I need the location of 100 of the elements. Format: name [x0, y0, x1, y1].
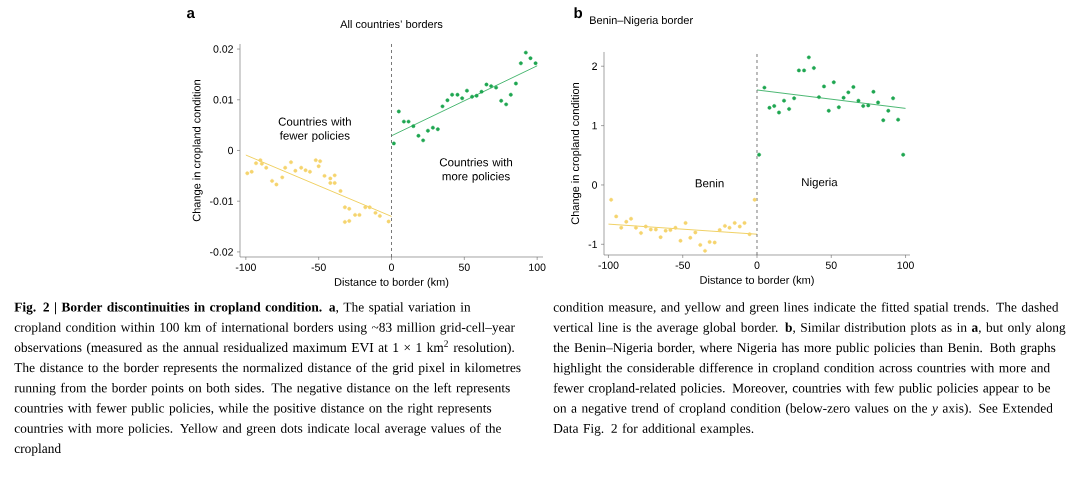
point	[416, 133, 421, 138]
point	[871, 89, 876, 94]
point	[861, 104, 866, 108]
point	[663, 228, 668, 233]
point	[308, 169, 312, 174]
point	[440, 104, 445, 109]
point	[373, 210, 378, 215]
point	[528, 56, 533, 61]
point	[474, 93, 479, 98]
point	[396, 109, 401, 114]
point	[411, 124, 416, 129]
point	[533, 61, 538, 66]
point	[316, 164, 321, 169]
point	[653, 227, 658, 232]
point	[313, 158, 318, 163]
point	[342, 205, 347, 210]
annotation: Nigeria	[802, 177, 838, 189]
point	[347, 219, 352, 223]
point	[896, 117, 901, 122]
point	[494, 85, 498, 90]
chart-title: Benin–Nigeria border	[590, 15, 693, 27]
point	[712, 240, 717, 245]
point	[401, 119, 406, 124]
x-tick-label: -100	[235, 263, 256, 271]
point	[658, 235, 663, 240]
x-tick-label: 0	[389, 263, 395, 271]
point	[678, 238, 683, 243]
point	[609, 197, 614, 202]
point	[465, 88, 469, 93]
point	[450, 92, 455, 97]
point	[881, 118, 886, 123]
point	[732, 221, 737, 225]
point	[817, 95, 821, 99]
point	[811, 66, 816, 70]
point	[259, 161, 264, 166]
point	[856, 98, 861, 103]
point	[508, 92, 513, 97]
point	[639, 231, 643, 235]
point	[391, 141, 396, 146]
point	[460, 96, 465, 101]
point	[328, 176, 333, 181]
point	[254, 161, 258, 166]
point	[723, 224, 727, 228]
point	[886, 108, 891, 113]
annotation: Countries with fewer policies	[278, 117, 351, 142]
point	[841, 95, 846, 100]
point	[514, 81, 518, 86]
point	[363, 205, 368, 210]
y-tick-label: -0.02	[210, 248, 233, 256]
y-tick-label: 0	[592, 181, 598, 189]
point	[470, 94, 474, 99]
point	[353, 213, 357, 217]
x-tick-label: -50	[675, 261, 690, 269]
point	[772, 104, 777, 108]
point	[338, 189, 343, 193]
point	[668, 228, 673, 232]
x-axis-title: Distance to border (km)	[700, 275, 814, 287]
point	[435, 127, 440, 132]
point	[901, 152, 906, 157]
point	[831, 80, 836, 85]
point	[688, 235, 693, 240]
text: a	[186, 9, 195, 19]
point	[643, 224, 648, 229]
point	[806, 55, 811, 60]
x-axis-title: Distance to border (km)	[334, 277, 449, 289]
x-tick-label: 0	[754, 261, 760, 269]
annotation: Benin	[695, 178, 724, 188]
point	[693, 230, 698, 235]
point	[836, 105, 841, 110]
point	[727, 225, 732, 230]
point	[328, 181, 333, 185]
point	[280, 175, 285, 180]
point	[283, 165, 288, 170]
point	[518, 61, 523, 66]
point	[270, 179, 274, 183]
point	[322, 173, 327, 178]
point	[249, 169, 254, 174]
text: condition measure, and yellow and green lines indicate the fitted spatial trends. The dashed vertical line is the average global border. b, Similar distribution plots as in a, but only along the Benin–Nigeria border, where Nigeria has more public policies than Benin. Both graphs highlight the considerable difference in cropland condition across countries with more and fewer cropland-related policies. Moreover, countries with few public policies appear to be on a negative trend of cropland condition (below-zero values on the y axis). See Extended Data Fig. 2 for additional examples.	[553, 302, 1066, 436]
point	[752, 197, 757, 202]
y-tick-label: 0.01	[213, 96, 233, 104]
point	[787, 107, 791, 111]
y-tick-label: -0.01	[210, 197, 233, 205]
point	[683, 221, 688, 225]
x-tick-label: 100	[529, 263, 546, 271]
point	[614, 214, 619, 219]
point	[479, 89, 484, 94]
text: b	[574, 7, 583, 19]
point	[822, 84, 826, 89]
point	[826, 108, 831, 113]
point	[347, 206, 352, 211]
y-tick-label: 0.02	[213, 45, 233, 53]
point	[367, 205, 372, 210]
text: Fig. 2 | Border discontinuities in cropland condition. a, The spatial variation in cropland condition within 100 km of international borders using ~83 million grid-cell–year observations (measured as the annual residualized maximum EVI at 1 × 1 km$^{2}$ resolution). The distance to the border represents the normalized distance of the grid pixel in kilometres running from the border points on both sides. The negative distance on the left represents countries with fewer public policies, while the positive distance on the right represents countries with more policies. Yellow and green dots indicate local average values of the cropland	[14, 302, 521, 456]
point	[619, 225, 624, 230]
point	[455, 92, 460, 97]
point	[303, 168, 308, 173]
point	[332, 181, 337, 185]
point	[430, 125, 435, 130]
point	[634, 225, 638, 230]
point	[377, 214, 382, 218]
